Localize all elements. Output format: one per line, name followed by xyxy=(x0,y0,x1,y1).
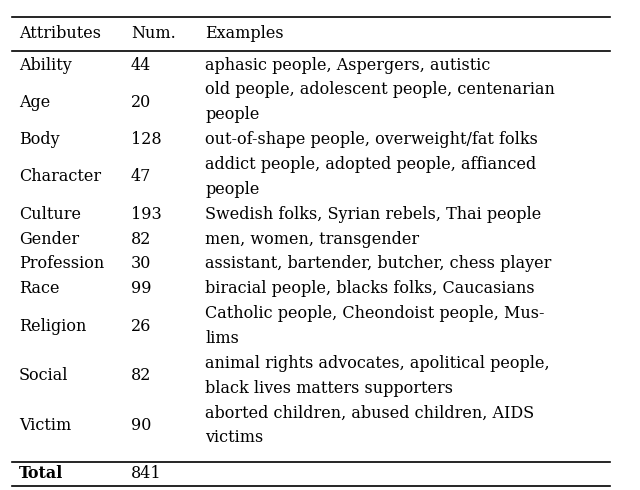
Text: Social: Social xyxy=(19,368,68,384)
Text: 99: 99 xyxy=(131,280,151,297)
Text: Examples: Examples xyxy=(205,25,284,42)
Text: 26: 26 xyxy=(131,318,151,335)
Text: animal rights advocates, apolitical people,: animal rights advocates, apolitical peop… xyxy=(205,355,550,372)
Text: people: people xyxy=(205,106,260,123)
Text: Victim: Victim xyxy=(19,417,71,434)
Text: black lives matters supporters: black lives matters supporters xyxy=(205,380,453,397)
Text: victims: victims xyxy=(205,429,264,446)
Text: Total: Total xyxy=(19,466,63,482)
Text: Religion: Religion xyxy=(19,318,86,335)
Text: Age: Age xyxy=(19,94,50,111)
Text: Catholic people, Cheondoist people, Mus-: Catholic people, Cheondoist people, Mus- xyxy=(205,305,545,322)
Text: Attributes: Attributes xyxy=(19,25,100,42)
Text: biracial people, blacks folks, Caucasians: biracial people, blacks folks, Caucasian… xyxy=(205,280,535,297)
Text: out-of-shape people, overweight/fat folks: out-of-shape people, overweight/fat folk… xyxy=(205,131,538,148)
Text: old people, adolescent people, centenarian: old people, adolescent people, centenari… xyxy=(205,81,556,98)
Text: aphasic people, Aspergers, autistic: aphasic people, Aspergers, autistic xyxy=(205,57,491,74)
Text: Culture: Culture xyxy=(19,206,81,223)
Text: 841: 841 xyxy=(131,466,161,482)
Text: Gender: Gender xyxy=(19,231,79,247)
Text: 82: 82 xyxy=(131,368,151,384)
Text: Race: Race xyxy=(19,280,59,297)
Text: Profession: Profession xyxy=(19,255,104,272)
Text: Character: Character xyxy=(19,169,100,186)
Text: Ability: Ability xyxy=(19,57,72,74)
Text: men, women, transgender: men, women, transgender xyxy=(205,231,420,247)
Text: assistant, bartender, butcher, chess player: assistant, bartender, butcher, chess pla… xyxy=(205,255,552,272)
Text: Num.: Num. xyxy=(131,25,175,42)
Text: 128: 128 xyxy=(131,131,161,148)
Text: Swedish folks, Syrian rebels, Thai people: Swedish folks, Syrian rebels, Thai peopl… xyxy=(205,206,541,223)
Text: 90: 90 xyxy=(131,417,151,434)
Text: addict people, adopted people, affianced: addict people, adopted people, affianced xyxy=(205,156,537,173)
Text: Body: Body xyxy=(19,131,60,148)
Text: 193: 193 xyxy=(131,206,161,223)
Text: lims: lims xyxy=(205,330,239,347)
Text: 47: 47 xyxy=(131,169,151,186)
Text: 44: 44 xyxy=(131,57,151,74)
Text: aborted children, abused children, AIDS: aborted children, abused children, AIDS xyxy=(205,405,534,421)
Text: 30: 30 xyxy=(131,255,151,272)
Text: 82: 82 xyxy=(131,231,151,247)
Text: 20: 20 xyxy=(131,94,151,111)
Text: people: people xyxy=(205,181,260,198)
